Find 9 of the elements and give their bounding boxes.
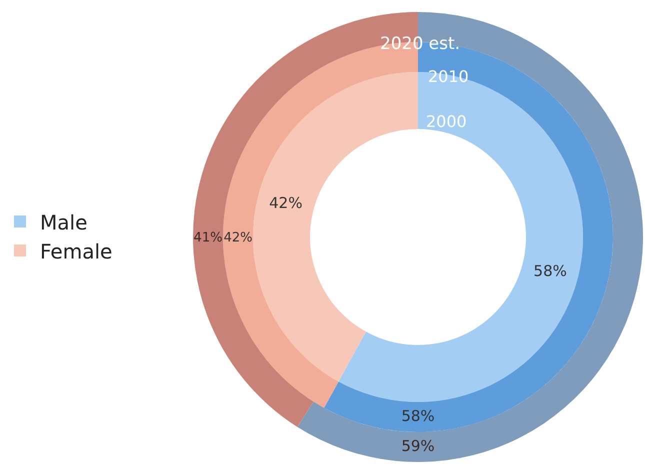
data-label: 58% [534,262,567,280]
data-label: 59% [401,437,435,456]
data-label: 42% [224,230,253,246]
slice-label: 2000 [426,112,467,131]
data-label: 58% [401,407,435,426]
data-label: 42% [269,194,302,212]
legend-label: Male [40,210,88,234]
legend-label: Female [40,239,112,264]
data-label: 41% [194,230,223,246]
